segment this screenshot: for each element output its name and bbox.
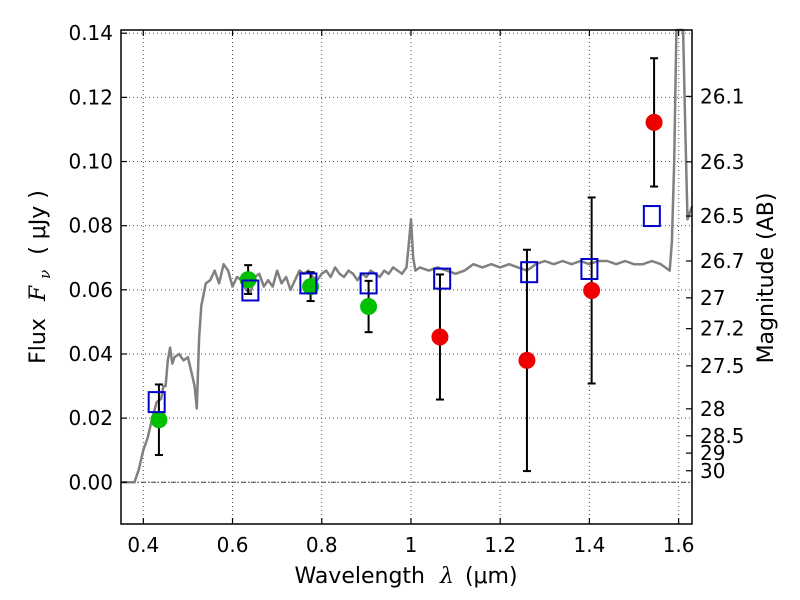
model-spectrum [121, 28, 694, 484]
magnitude-tick-label: 27.5 [700, 354, 745, 378]
y-tick-label: 0.12 [68, 85, 113, 109]
magnitude-axis-label: Magnitude (AB) [754, 193, 779, 364]
x-tick-label: 0.6 [217, 533, 249, 557]
x-axis-label: Wavelength λ (μm) [294, 564, 517, 589]
model-photometry-square [433, 267, 452, 290]
y-tick-label: 0.06 [68, 278, 113, 302]
y-axis-label-subscript: ν [36, 270, 54, 279]
magnitude-tick-label: 28.5 [700, 424, 745, 448]
model-photometry-square [147, 391, 166, 414]
magnitude-tick-label: 29 [700, 441, 725, 465]
model-photometry-square [359, 272, 378, 295]
tick-marks [121, 30, 692, 524]
magnitude-tick-label: 26.5 [700, 204, 745, 228]
x-axis-label-prefix: Wavelength [294, 564, 425, 589]
magnitude-tick-label: 30 [700, 459, 725, 483]
x-axis-label-unit: (μm) [465, 564, 518, 589]
x-tick-label: 1.4 [573, 533, 605, 557]
data-points [147, 113, 663, 429]
model-spectrum-line [121, 28, 694, 484]
y-tick-label: 0.04 [68, 342, 113, 366]
model-photometry-square [642, 205, 661, 228]
model-photometry-square [241, 279, 260, 302]
data-point-green [302, 278, 320, 296]
x-tick-label: 1 [405, 533, 418, 557]
x-axis-label-symbol: λ [439, 564, 454, 589]
x-tick-label: 0.4 [127, 533, 159, 557]
magnitude-tick-label: 26.1 [700, 84, 745, 108]
y-axis-label-prefix: Flux [26, 318, 51, 364]
data-point-green [150, 411, 168, 429]
y-axis-label-unit: ( μJy ) [26, 190, 51, 255]
y-tick-label: 0.02 [68, 406, 113, 430]
plot-frame [120, 29, 693, 525]
model-photometry-square [520, 261, 539, 284]
y-axis-label-symbol: F [26, 285, 51, 302]
y-tick-label: 0.14 [68, 21, 113, 45]
data-point-red [645, 113, 663, 131]
magnitude-tick-label: 27 [700, 286, 725, 310]
data-point-red [518, 351, 536, 369]
magnitude-tick-label: 28 [700, 397, 725, 421]
y-tick-label: 0.08 [68, 214, 113, 238]
model-photometry-square [580, 257, 599, 280]
y-tick-label: 0.00 [68, 470, 113, 494]
x-tick-label: 1.6 [663, 533, 695, 557]
data-point-red [431, 328, 449, 346]
magnitude-tick-label: 26.7 [700, 249, 745, 273]
x-tick-label: 0.8 [306, 533, 338, 557]
magnitude-tick-label: 26.3 [700, 150, 745, 174]
x-tick-label: 1.2 [484, 533, 516, 557]
y-axis-label: Flux F ν ( μJy ) [26, 190, 56, 364]
y-tick-labels: 0.00 0.02 0.04 0.06 0.08 0.10 0.12 0.14 [68, 21, 113, 494]
magnitude-tick-label: 27.2 [700, 317, 745, 341]
model-photometry-square [299, 272, 318, 295]
grid-lines [121, 30, 692, 524]
data-point-red [583, 281, 601, 299]
x-tick-labels: 0.4 0.6 0.8 1 1.2 1.4 1.6 [127, 533, 694, 557]
y-tick-label: 0.10 [68, 150, 113, 174]
data-point-green [360, 298, 378, 316]
